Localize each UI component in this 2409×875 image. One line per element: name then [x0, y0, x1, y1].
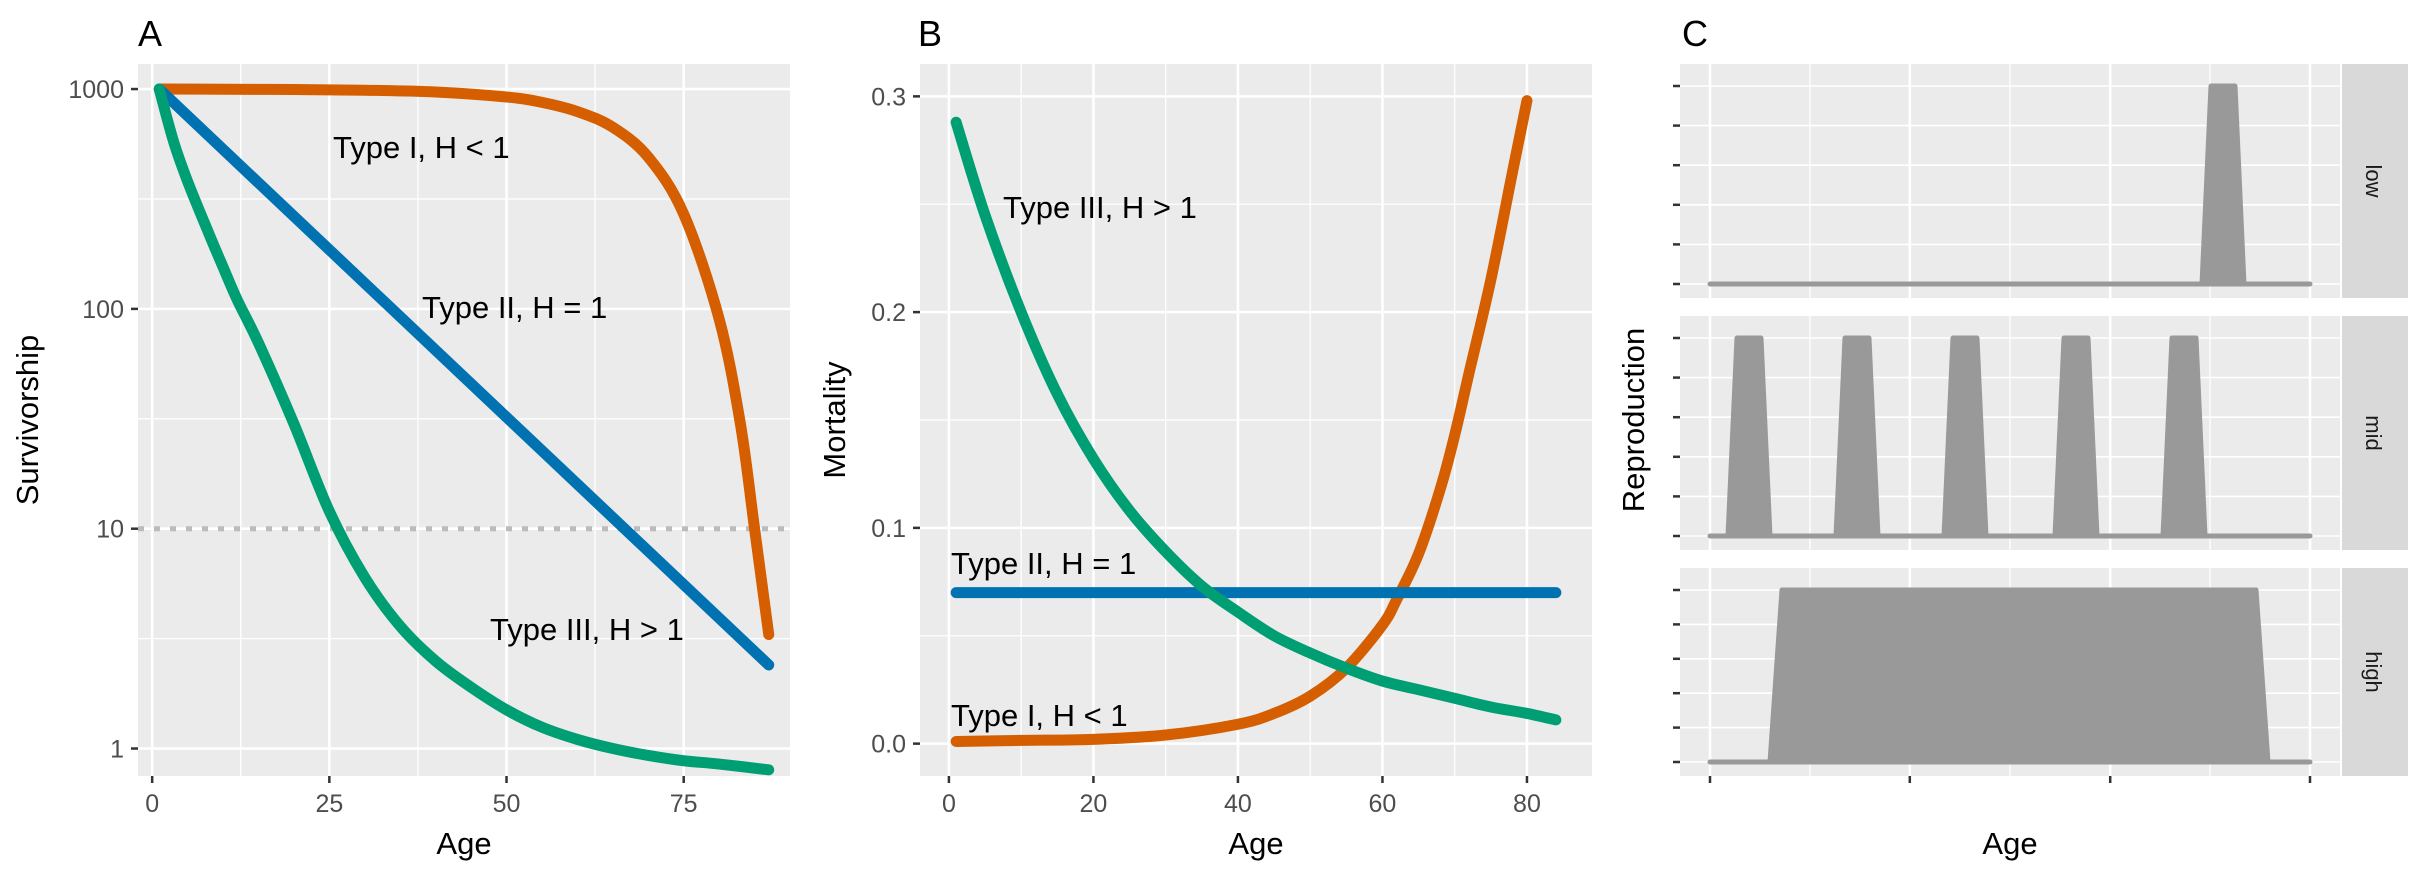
panel-a-letter: A	[138, 13, 162, 54]
panel-a-ticks: 0 25 50 75 1 10 100 1000	[68, 76, 697, 818]
panel-a-label-type3: Type III, H > 1	[490, 612, 684, 647]
panel-b-y-axis-title: Mortality	[817, 361, 852, 479]
panel-b-x-tick-label: 0	[942, 790, 956, 818]
panel-a-y-tick-label: 1000	[68, 76, 124, 104]
facet-low-strip	[2342, 64, 2408, 298]
panel-b-label-type1: Type I, H < 1	[951, 698, 1128, 733]
facet-mid-label: mid	[2361, 415, 2386, 450]
panel-c-x-axis-title: Age	[1982, 826, 2037, 861]
panel-b-label-type2: Type II, H = 1	[951, 546, 1136, 581]
panel-a-x-tick-label: 0	[145, 790, 159, 818]
panel-a-label-type2: Type II, H = 1	[422, 290, 607, 325]
panel-a-y-axis-title: Survivorship	[10, 335, 45, 506]
panel-a-x-tick-label: 75	[670, 790, 698, 818]
panel-b-series	[950, 95, 1562, 747]
panel-b-ticks: 0 20 40 60 80 0.0 0.1 0.2 0.3	[871, 83, 1541, 818]
panel-a-y-tick-label: 10	[96, 516, 124, 544]
panel-c: C low mid high Age Reproduction	[1616, 13, 2408, 861]
panel-a-x-tick-label: 50	[493, 790, 521, 818]
panel-b-y-tick-label: 0.3	[871, 83, 906, 111]
panel-c-ticks	[1673, 84, 2312, 783]
panel-b-letter: B	[918, 13, 942, 54]
panel-a-plot-background	[138, 64, 790, 776]
panel-a-y-tick-label: 100	[82, 296, 124, 324]
panel-b-x-tick-label: 40	[1224, 790, 1252, 818]
panel-a-series-type3	[153, 83, 775, 776]
panel-a-series	[153, 83, 775, 776]
facet-high-strip	[2342, 568, 2408, 776]
panel-b-y-tick-label: 0.0	[871, 731, 906, 759]
panel-b-y-tick-label: 0.2	[871, 299, 906, 327]
panel-a-y-tick-label: 1	[110, 736, 124, 764]
panel-b-x-tick-label: 20	[1080, 790, 1108, 818]
panel-a-x-tick-label: 25	[315, 790, 343, 818]
panel-c-letter: C	[1682, 13, 1708, 54]
facet-high-area	[1707, 587, 2313, 765]
panel-a-label-type1: Type I, H < 1	[333, 130, 510, 165]
panel-a-x-axis-title: Age	[436, 826, 491, 861]
panel-a: A 0 25 50 75 1 10 100 1000 Type I, H < 1 Type I…	[10, 13, 790, 861]
panel-b-gridlines	[920, 64, 1592, 776]
panel-b-x-tick-label: 60	[1369, 790, 1397, 818]
panel-b-series-type1	[950, 95, 1533, 747]
panel-c-areas	[1707, 83, 2313, 765]
panel-b-x-axis-title: Age	[1228, 826, 1283, 861]
panel-b-label-type3: Type III, H > 1	[1003, 190, 1197, 225]
panel-b: B 0 20 40 60 800.00.10.20.3 Type III, H > 1 …	[817, 13, 1592, 861]
facet-low-area	[1707, 83, 2313, 287]
panel-b-x-tick-label: 80	[1513, 790, 1541, 818]
panel-b-series-type3	[950, 116, 1562, 726]
facet-low-label: low	[2361, 164, 2386, 197]
facet-high-label: high	[2361, 651, 2386, 693]
panel-b-y-tick-label: 0.1	[871, 515, 906, 543]
panel-a-series-type2	[153, 83, 775, 671]
panel-a-series-type1	[153, 83, 775, 641]
panel-c-y-axis-title: Reproduction	[1616, 328, 1651, 512]
facet-mid-strip	[2342, 316, 2408, 550]
facet-mid-area	[1707, 335, 2313, 539]
